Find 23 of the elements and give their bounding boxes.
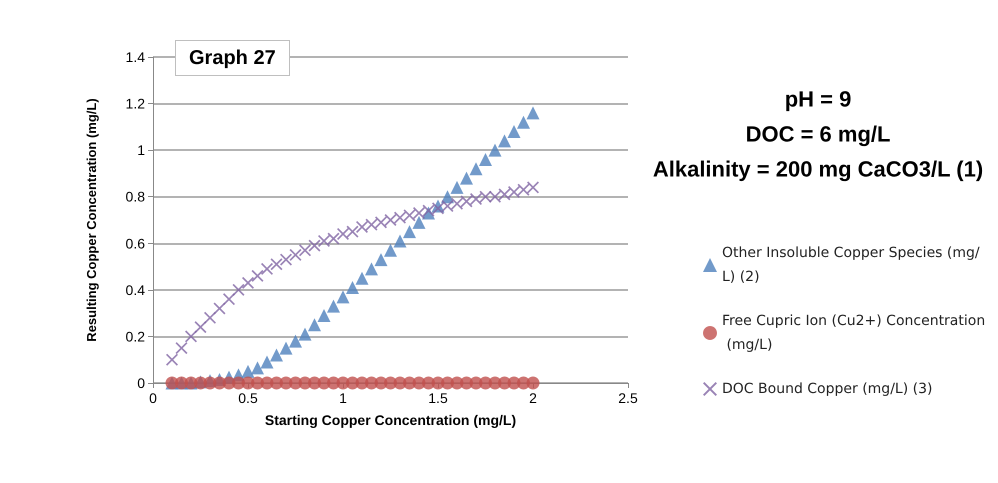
legend-label: Free Cupric Ion (Cu2+) Concentration (mg/L) bbox=[722, 313, 986, 353]
x-axis-title: Starting Copper Concentration (mg/L) bbox=[264, 412, 516, 428]
y-tick-label: 0.6 bbox=[126, 235, 146, 252]
x-tick-label: 1 bbox=[339, 390, 348, 406]
legend-label: Other Insoluble Copper Species (mg/L) (2) bbox=[722, 245, 980, 285]
y-tick-label: 1.4 bbox=[126, 49, 146, 65]
text: pH = 9 bbox=[784, 86, 852, 112]
x-tick-label: 2.5 bbox=[618, 390, 638, 406]
y-tick-label: 1 bbox=[137, 142, 146, 158]
y-axis-title: Resulting Copper Concentration (mg/L) bbox=[84, 98, 99, 342]
y-tick-label: 0.8 bbox=[126, 188, 146, 205]
text: DOC = 6 mg/L bbox=[746, 122, 890, 146]
x-tick-label: 0.5 bbox=[238, 390, 258, 406]
x-tick-label: 0 bbox=[149, 390, 158, 406]
text: Alkalinity = 200 mg CaCO3/L (1) bbox=[652, 156, 984, 182]
chart-title: Graph 27 bbox=[189, 47, 276, 69]
y-tick-label: 0 bbox=[137, 375, 146, 391]
y-tick-label: 0.4 bbox=[126, 282, 146, 298]
x-tick-label: 1.5 bbox=[428, 390, 448, 406]
y-tick-label: 0.2 bbox=[126, 328, 146, 344]
x-tick-label: 2 bbox=[529, 390, 538, 406]
y-tick-label: 1.2 bbox=[126, 96, 146, 112]
legend-label: DOC Bound Copper (mg/L) (3) bbox=[722, 381, 932, 397]
